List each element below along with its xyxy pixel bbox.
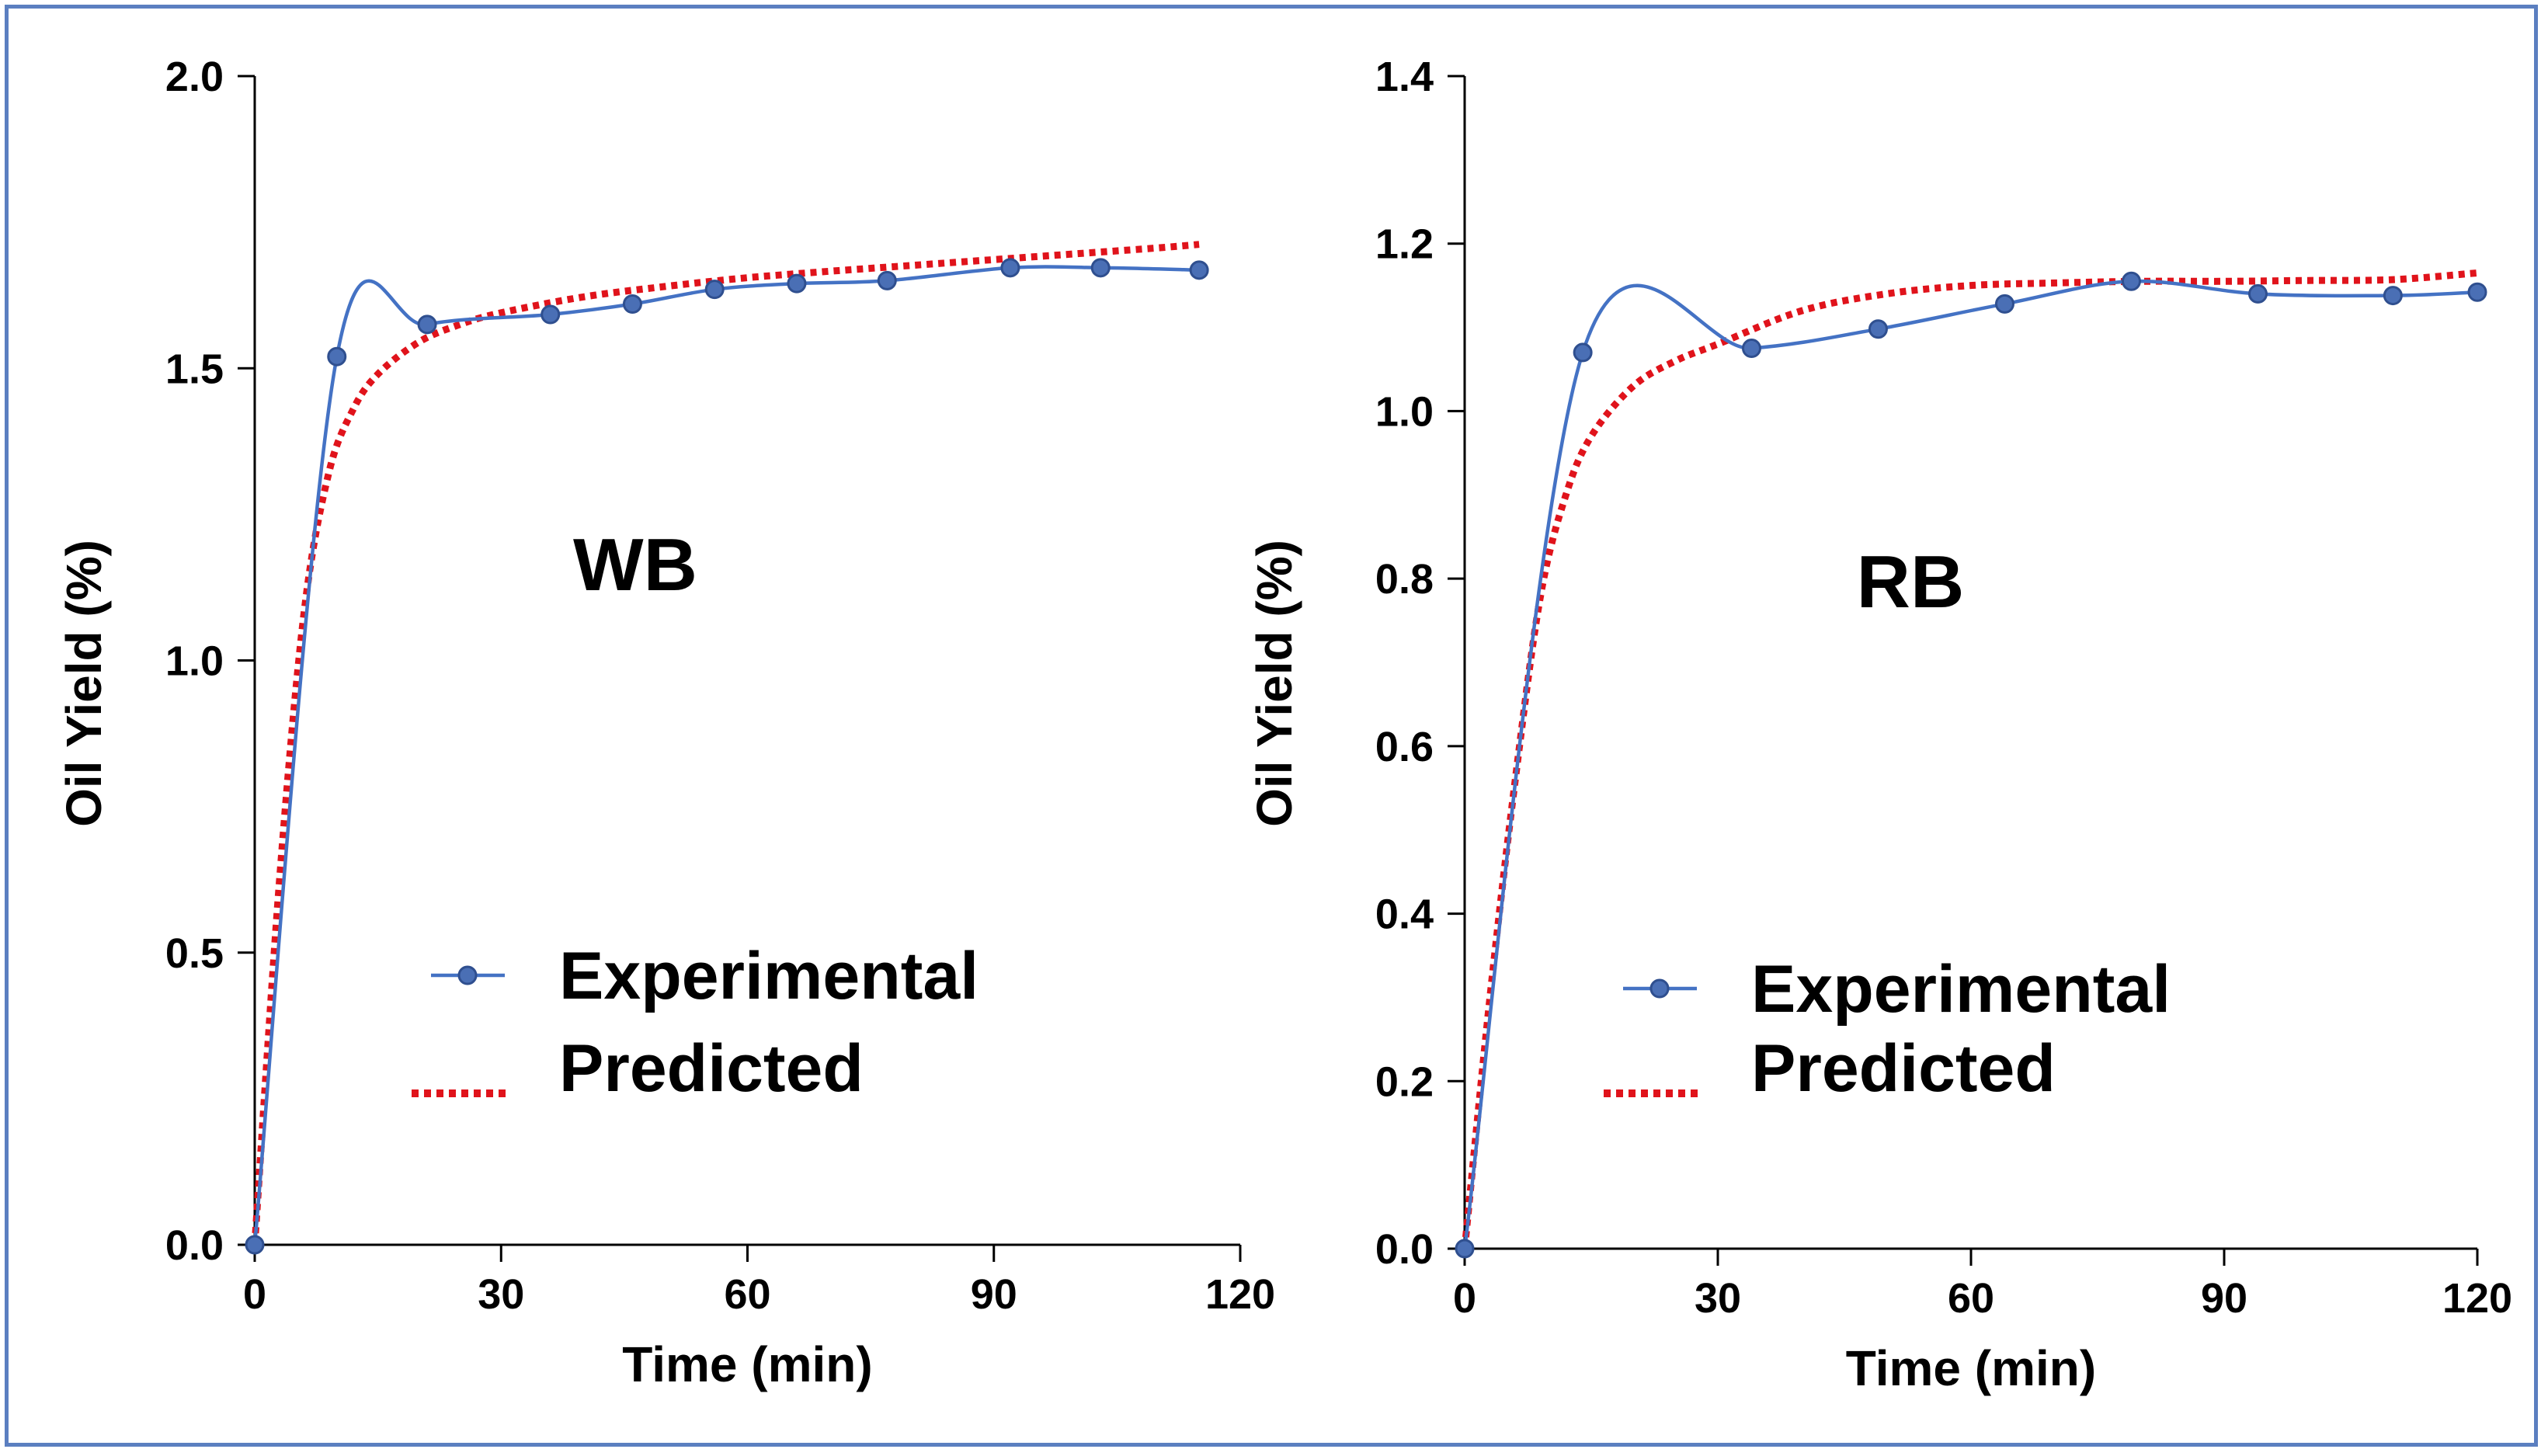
legend-predicted-label: Predicted [1751,1031,2056,1106]
x-tick-label: 90 [2201,1275,2247,1322]
y-tick-label: 0.6 [1375,724,1434,770]
legend-experimental-swatch-marker [1649,978,1670,999]
chart-panel-wb: 0.0 0.5 1.0 1.5 2.0 0 30 60 90 120 Time (min) Oil Y… [56,54,1275,1392]
experimental-data-point [1189,260,1209,280]
y-tick-label: 0.0 [1375,1226,1434,1273]
experimental-data-point [245,1235,265,1255]
y-tick-label: 1.2 [1375,221,1434,268]
experimental-data-point [704,280,725,300]
experimental-data-point [1868,319,1888,339]
figure-frame [5,5,2538,1447]
experimental-data-point [541,304,561,325]
x-axis-title: Time (min) [1846,1340,2096,1396]
y-tick-label: 1.4 [1375,54,1434,100]
experimental-data-point [417,314,437,335]
x-tick-label: 0 [1453,1275,1476,1322]
panel-label: WB [573,523,697,606]
x-axis-title: Time (min) [622,1336,872,1392]
x-tick-label: 120 [2442,1275,2512,1322]
y-tick-label: 0.8 [1375,556,1434,603]
y-tick-label: 1.0 [165,638,224,685]
experimental-data-point [1573,342,1593,363]
y-axis-title: Oil Yield (%) [56,540,112,827]
y-tick-label: 1.5 [165,346,224,392]
y-tick-label: 0.5 [165,930,224,977]
legend-experimental-label: Experimental [1751,952,2171,1027]
x-tick-label: 60 [724,1271,770,1318]
experimental-data-point [327,346,347,367]
x-tick-label: 30 [1695,1275,1741,1322]
x-tick-label: 60 [1948,1275,1994,1322]
experimental-data-point [2383,286,2403,306]
legend-predicted-label: Predicted [559,1031,864,1106]
predicted-series-line [251,241,1200,1246]
legend-experimental-label: Experimental [559,939,979,1013]
experimental-data-point [1000,258,1020,278]
experimental-data-point [1455,1239,1475,1259]
experimental-data-point [1741,339,1761,359]
experimental-data-point [877,270,897,290]
experimental-data-point [2121,271,2141,291]
x-tick-label: 90 [971,1271,1017,1318]
y-tick-label: 0.4 [1375,891,1434,938]
experimental-data-point [2247,283,2268,304]
y-tick-label: 0.2 [1375,1058,1434,1105]
chart-panel-rb: 0.0 0.2 0.4 0.6 0.8 1.0 1.2 1.4 0 30 60 90 120 Time (… [1246,54,2512,1396]
y-tick-label: 2.0 [165,54,224,100]
x-tick-label: 30 [478,1271,524,1318]
experimental-data-point [622,294,642,314]
y-tick-label: 1.0 [1375,388,1434,435]
experimental-data-point [787,273,807,294]
experimental-data-point [2467,282,2487,302]
y-tick-label: 0.0 [165,1222,224,1269]
y-axis-title: Oil Yield (%) [1246,540,1302,827]
legend-experimental-swatch-marker [457,965,478,985]
panel-label: RB [1857,540,1965,624]
x-tick-label: 0 [243,1271,266,1318]
x-tick-label: 120 [1205,1271,1275,1318]
experimental-data-point [1994,294,2014,314]
experimental-data-point [1090,258,1111,278]
